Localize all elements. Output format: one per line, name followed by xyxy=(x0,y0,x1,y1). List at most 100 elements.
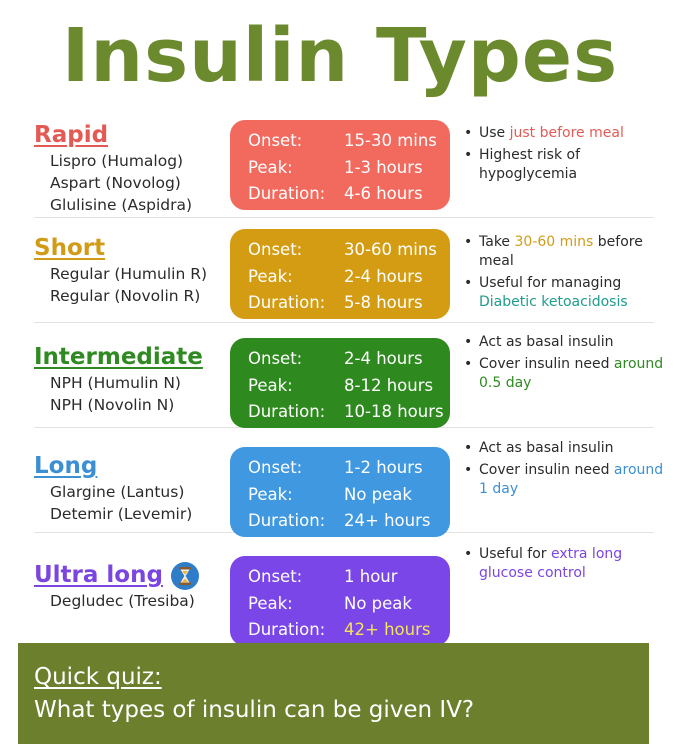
onset-value: 30-60 mins xyxy=(344,240,437,259)
insulin-row-short: Short Regular (Humulin R) Regular (Novolin… xyxy=(0,225,680,329)
peak-label: Peak: xyxy=(248,484,293,504)
onset-line: Onset: 1 hour xyxy=(248,564,450,591)
onset-value: 1 hour xyxy=(344,567,398,586)
insulin-type-block: Intermediate NPH (Humulin N) NPH (Novolin … xyxy=(34,342,234,416)
timing-card: Onset: 2-4 hours Peak: 8-12 hours Duration: 1… xyxy=(230,338,450,428)
note-item: Use just before meal xyxy=(464,124,664,143)
duration-label: Duration: xyxy=(248,184,326,203)
note-text: Act as basal insulin xyxy=(479,334,614,350)
peak-label: Peak: xyxy=(248,266,293,286)
insulin-type-name: Long xyxy=(34,453,98,479)
duration-value: 10-18 hours xyxy=(344,402,444,421)
quiz-question: What types of insulin can be given IV? xyxy=(34,697,475,723)
duration-label: Duration: xyxy=(248,511,326,530)
note-text: Cover insulin need xyxy=(479,462,614,478)
note-text: Cover insulin need xyxy=(479,356,614,372)
insulin-type-block: Ultra long Degludec (Tresiba) xyxy=(34,560,234,612)
insulin-type-heading: Intermediate xyxy=(34,342,234,372)
onset-label: Onset: xyxy=(248,458,303,477)
note-item: Take 30-60 mins before meal xyxy=(464,233,664,271)
quick-quiz-banner: Quick quiz: What types of insulin can be… xyxy=(18,643,649,744)
insulin-type-heading: Ultra long xyxy=(34,560,234,590)
peak-label: Peak: xyxy=(248,375,293,395)
row-divider xyxy=(34,217,654,218)
note-highlight: around 0.5 day xyxy=(479,356,664,391)
note-highlight: just before meal xyxy=(509,125,624,141)
row-divider xyxy=(34,322,654,323)
onset-line: Onset: 15-30 mins xyxy=(248,128,450,155)
peak-value: No peak xyxy=(344,593,412,613)
drug-name: Glulisine (Aspidra) xyxy=(50,196,193,214)
insulin-type-name: Rapid xyxy=(34,122,109,148)
note-item: Act as basal insulin xyxy=(464,439,664,458)
duration-line: Duration: 24+ hours xyxy=(248,508,450,535)
onset-value: 2-4 hours xyxy=(344,349,423,368)
note-item: Useful for extra long glucose control xyxy=(464,545,664,583)
note-text: Take xyxy=(479,234,515,250)
onset-label: Onset: xyxy=(248,567,303,586)
onset-line: Onset: 2-4 hours xyxy=(248,346,450,373)
note-text: Useful for managing xyxy=(479,275,622,291)
note-highlight: extra long glucose control xyxy=(479,546,623,581)
drug-name: Regular (Novolin R) xyxy=(50,287,201,305)
hourglass-icon xyxy=(170,561,199,590)
peak-value: 1-3 hours xyxy=(344,157,423,177)
peak-line: Peak: No peak xyxy=(248,482,450,509)
insulin-type-heading: Rapid xyxy=(34,120,234,150)
peak-value: No peak xyxy=(344,484,412,504)
note-item: Act as basal insulin xyxy=(464,333,664,352)
notes-list: Take 30-60 mins before mealUseful for ma… xyxy=(464,233,664,315)
duration-label: Duration: xyxy=(248,620,326,639)
peak-value: 8-12 hours xyxy=(344,375,434,395)
onset-line: Onset: 30-60 mins xyxy=(248,237,450,264)
peak-line: Peak: 2-4 hours xyxy=(248,264,450,291)
note-text: Act as basal insulin xyxy=(479,440,614,456)
insulin-type-block: Long Glargine (Lantus) Detemir (Levemir) xyxy=(34,451,234,525)
peak-line: Peak: 8-12 hours xyxy=(248,373,450,400)
timing-card: Onset: 1 hour Peak: No peak Duration: 42+ hou… xyxy=(230,556,450,646)
drug-name: Regular (Humulin R) xyxy=(50,265,208,283)
drug-name: NPH (Humulin N) xyxy=(50,374,181,392)
insulin-type-name: Intermediate xyxy=(34,344,203,370)
insulin-type-name: Short xyxy=(34,235,106,261)
insulin-row-long: Long Glargine (Lantus) Detemir (Levemir) On… xyxy=(0,435,680,539)
quiz-label: Quick quiz: xyxy=(34,664,162,690)
onset-label: Onset: xyxy=(248,131,303,150)
duration-line: Duration: 4-6 hours xyxy=(248,181,450,208)
duration-value: 24+ hours xyxy=(344,511,431,530)
peak-line: Peak: No peak xyxy=(248,591,450,618)
onset-label: Onset: xyxy=(248,240,303,259)
note-highlight: around 1 day xyxy=(479,462,664,497)
note-item: Highest risk of hypoglycemia xyxy=(464,146,664,184)
drug-name: Degludec (Tresiba) xyxy=(50,592,195,610)
insulin-row-rapid: Rapid Lispro (Humalog) Aspart (Novolog) Glu… xyxy=(0,120,680,224)
insulin-row-intermediate: Intermediate NPH (Humulin N) NPH (Novolin … xyxy=(0,330,680,434)
peak-value: 2-4 hours xyxy=(344,266,423,286)
drug-name: Detemir (Levemir) xyxy=(50,505,193,523)
duration-line: Duration: 10-18 hours xyxy=(248,399,450,426)
duration-value: 5-8 hours xyxy=(344,293,423,312)
note-item: Cover insulin need around 1 day xyxy=(464,461,664,499)
note-item: Useful for managing Diabetic ketoacidosi… xyxy=(464,274,664,312)
note-text: Highest risk of hypoglycemia xyxy=(479,147,581,182)
page-title: Insulin Types xyxy=(61,13,619,99)
onset-label: Onset: xyxy=(248,349,303,368)
insulin-row-ultra-long: Ultra long Degludec (Tresiba) Onset: 1 hour… xyxy=(0,540,680,646)
drug-name: NPH (Novolin N) xyxy=(50,396,175,414)
duration-value: 4-6 hours xyxy=(344,184,423,203)
onset-line: Onset: 1-2 hours xyxy=(248,455,450,482)
insulin-type-block: Rapid Lispro (Humalog) Aspart (Novolog) Glu… xyxy=(34,120,234,216)
note-text: before meal xyxy=(479,234,643,269)
duration-line: Duration: 42+ hours xyxy=(248,617,450,644)
peak-line: Peak: 1-3 hours xyxy=(248,155,450,182)
duration-label: Duration: xyxy=(248,402,326,421)
notes-list: Useful for extra long glucose control xyxy=(464,545,664,586)
insulin-type-block: Short Regular (Humulin R) Regular (Novolin… xyxy=(34,233,234,307)
duration-value: 42+ hours xyxy=(344,620,431,639)
note-item: Cover insulin need around 0.5 day xyxy=(464,355,664,393)
peak-label: Peak: xyxy=(248,157,293,177)
drug-name: Aspart (Novolog) xyxy=(50,174,181,192)
timing-card: Onset: 15-30 mins Peak: 1-3 hours Duration: 4… xyxy=(230,120,450,210)
onset-value: 15-30 mins xyxy=(344,131,437,150)
